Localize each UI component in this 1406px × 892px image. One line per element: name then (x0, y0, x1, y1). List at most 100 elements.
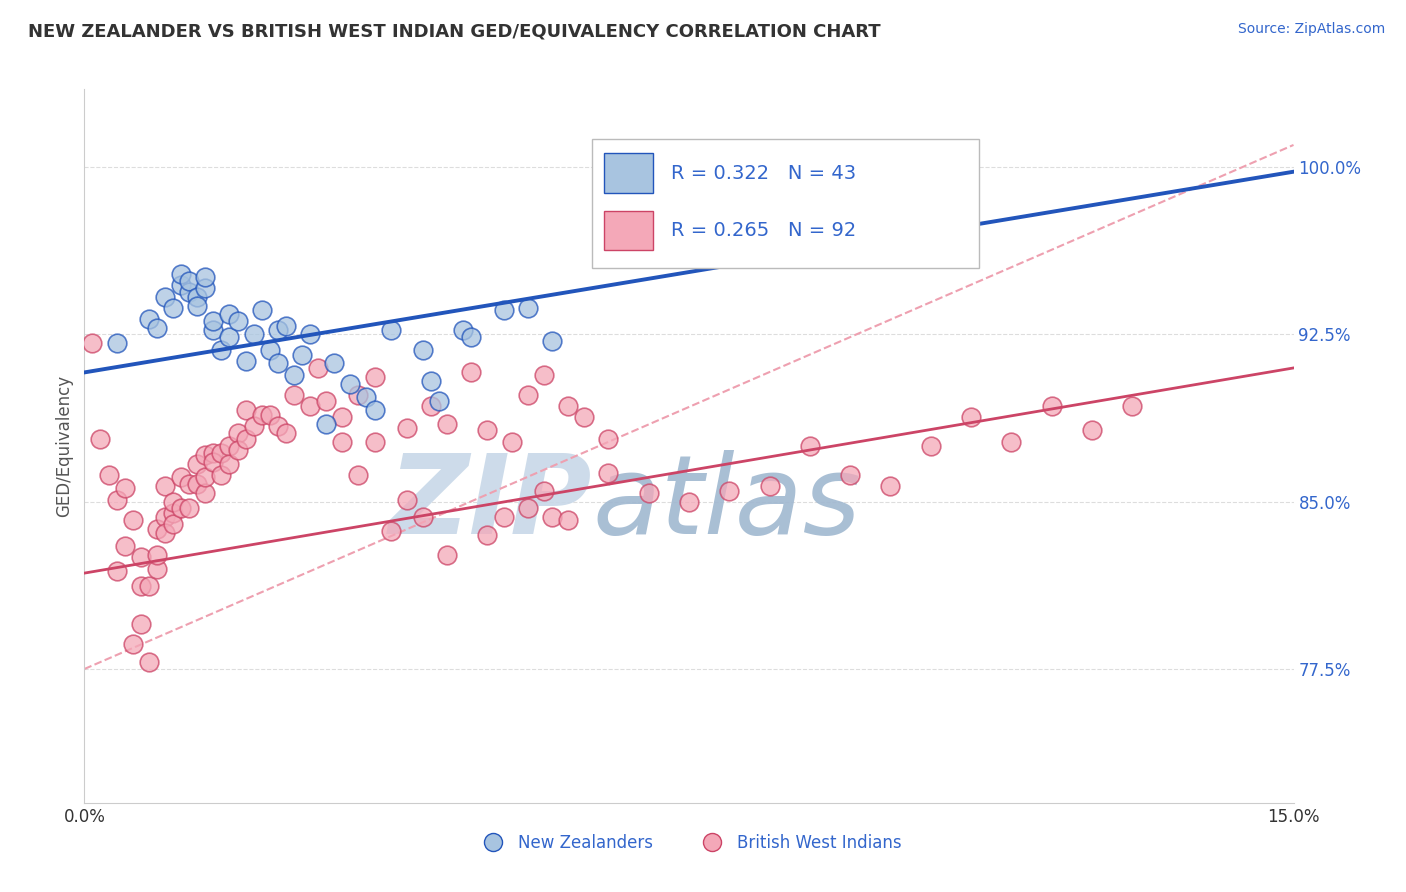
Point (637, 485, 659, 500)
Point (598, 466, 620, 480)
Point (250, 408, 273, 422)
Point (347, 467, 370, 482)
Point (267, 356, 290, 370)
Point (170, 470, 193, 484)
Point (138, 311, 160, 326)
Point (572, 409, 595, 424)
Point (226, 425, 249, 440)
Point (138, 579, 160, 593)
Point (146, 320, 169, 334)
Point (218, 457, 240, 471)
Point (492, 510, 515, 524)
Point (412, 343, 434, 357)
Point (89, 432, 111, 446)
Point (363, 403, 385, 417)
Point (460, 329, 482, 343)
Point (121, 512, 143, 526)
Point (235, 432, 257, 446)
Point (541, 510, 564, 524)
Point (323, 356, 346, 370)
Point (194, 448, 217, 462)
Point (170, 267, 193, 281)
Point (242, 418, 264, 433)
Point (218, 307, 240, 321)
Point (114, 539, 136, 553)
Point (380, 524, 402, 538)
Point (533, 368, 555, 382)
Point (291, 347, 314, 361)
Point (420, 374, 443, 388)
Point (153, 525, 176, 540)
Point (267, 323, 290, 337)
Point (501, 434, 523, 449)
Point (186, 457, 208, 471)
Point (299, 399, 322, 413)
Point (315, 417, 337, 431)
FancyBboxPatch shape (605, 153, 652, 193)
Point (420, 399, 443, 413)
Point (492, 302, 515, 317)
Point (162, 516, 184, 531)
Point (1000, 434, 1022, 449)
Point (202, 454, 225, 468)
Point (477, 423, 499, 437)
Point (153, 479, 176, 493)
Point (283, 368, 305, 382)
Point (202, 323, 225, 337)
Point (186, 298, 208, 312)
Point (105, 564, 128, 578)
Point (153, 289, 176, 303)
Point (412, 510, 434, 524)
Point (250, 302, 273, 317)
Text: ZIP: ZIP (388, 450, 592, 557)
Point (105, 492, 128, 507)
Point (170, 278, 193, 293)
Point (557, 512, 579, 526)
FancyBboxPatch shape (605, 211, 652, 250)
Point (395, 421, 418, 435)
Point (718, 483, 741, 498)
Point (170, 501, 193, 516)
Point (267, 418, 290, 433)
Point (356, 390, 378, 404)
Text: R = 0.265   N = 92: R = 0.265 N = 92 (671, 221, 856, 240)
Point (179, 476, 201, 491)
Point (758, 479, 780, 493)
Point (194, 470, 217, 484)
Point (129, 550, 152, 565)
Point (516, 501, 538, 516)
Point (121, 637, 143, 651)
Point (427, 394, 450, 409)
Y-axis label: GED/Equivalency: GED/Equivalency (55, 375, 73, 517)
Point (97, 467, 120, 482)
Point (799, 439, 821, 453)
Point (226, 314, 249, 328)
Point (194, 280, 217, 294)
Point (307, 360, 329, 375)
Point (162, 506, 184, 520)
Point (451, 323, 474, 337)
Point (146, 521, 169, 535)
Point (363, 434, 385, 449)
Point (129, 579, 152, 593)
Point (598, 432, 620, 446)
Point (209, 445, 232, 459)
Point (179, 285, 201, 299)
Point (299, 327, 322, 342)
Point (330, 434, 353, 449)
Point (516, 301, 538, 315)
Text: R = 0.322   N = 43: R = 0.322 N = 43 (671, 164, 856, 183)
Point (114, 481, 136, 495)
Point (179, 274, 201, 288)
Point (557, 399, 579, 413)
Point (162, 494, 184, 508)
Point (194, 485, 217, 500)
Point (259, 343, 281, 357)
Point (339, 376, 361, 391)
Point (218, 329, 240, 343)
Text: atlas: atlas (592, 450, 860, 557)
Point (1081, 423, 1104, 437)
Text: Source: ZipAtlas.com: Source: ZipAtlas.com (1237, 22, 1385, 37)
Point (146, 561, 169, 575)
Point (153, 510, 176, 524)
